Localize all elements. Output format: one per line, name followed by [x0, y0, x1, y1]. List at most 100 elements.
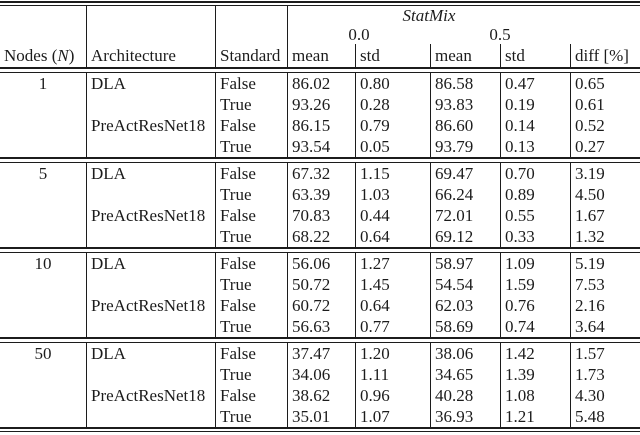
mean-0.0-cell: 56.06 — [287, 253, 355, 274]
nodes-cell — [0, 316, 86, 337]
std-0.5-cell: 1.08 — [500, 385, 570, 406]
diff-cell: 1.67 — [570, 205, 640, 226]
nodes-cell — [0, 274, 86, 295]
nodes-cell — [0, 136, 86, 157]
std-0.0-cell: 1.20 — [355, 343, 430, 364]
nodes-cell: 10 — [34, 253, 52, 273]
standard-cell: True — [215, 136, 287, 157]
std-0.5-cell: 1.09 — [500, 253, 570, 274]
mean-0.0-cell: 35.01 — [287, 406, 355, 427]
mean-0.0-cell: 67.32 — [287, 163, 355, 184]
architecture-cell — [86, 406, 215, 427]
std-0.0-cell: 0.80 — [355, 73, 430, 94]
std-0.0-column-header: std — [355, 44, 430, 67]
standard-cell: False — [215, 115, 287, 136]
std-0.0-cell: 0.96 — [355, 385, 430, 406]
nodes-cell — [0, 115, 86, 136]
standard-cell: True — [215, 226, 287, 247]
std-0.0-cell: 0.28 — [355, 94, 430, 115]
diff-cell: 1.57 — [570, 343, 640, 364]
architecture-cell — [86, 364, 215, 385]
diff-cell: 1.32 — [570, 226, 640, 247]
standard-cell: False — [215, 295, 287, 316]
mean-0.5-cell: 34.65 — [430, 364, 500, 385]
mean-0.0-cell: 56.63 — [287, 316, 355, 337]
std-0.0-cell: 0.64 — [355, 295, 430, 316]
nodes-column-header: Nodes (N) — [0, 44, 86, 67]
mean-0.0-cell: 50.72 — [287, 274, 355, 295]
std-0.0-cell: 0.05 — [355, 136, 430, 157]
std-0.5-cell: 1.39 — [500, 364, 570, 385]
mean-0.5-cell: 36.93 — [430, 406, 500, 427]
mean-0.5-column-header: mean — [430, 44, 500, 67]
standard-cell: True — [215, 184, 287, 205]
diff-cell: 0.27 — [570, 136, 640, 157]
nodes-cell — [0, 364, 86, 385]
nodes-cell: 50 — [34, 343, 52, 363]
group-rule — [0, 157, 640, 163]
header-spacer — [215, 25, 287, 44]
mean-0.5-cell: 58.97 — [430, 253, 500, 274]
architecture-cell: PreActResNet18 — [86, 115, 215, 136]
std-0.5-cell: 1.42 — [500, 343, 570, 364]
std-0.5-cell: 1.59 — [500, 274, 570, 295]
diff-cell: 1.73 — [570, 364, 640, 385]
diff-cell: 0.61 — [570, 94, 640, 115]
header-spacer — [570, 25, 640, 44]
std-0.0-cell: 1.03 — [355, 184, 430, 205]
diff-cell: 7.53 — [570, 274, 640, 295]
bottom-rule — [0, 427, 640, 432]
diff-cell: 4.30 — [570, 385, 640, 406]
nodes-cell — [0, 385, 86, 406]
group-rule — [0, 247, 640, 253]
mean-0.0-cell: 93.26 — [287, 94, 355, 115]
mean-0.5-cell: 40.28 — [430, 385, 500, 406]
mean-0.0-cell: 86.02 — [287, 73, 355, 94]
std-0.5-cell: 0.47 — [500, 73, 570, 94]
diff-cell: 0.65 — [570, 73, 640, 94]
diff-cell: 5.19 — [570, 253, 640, 274]
mean-0.5-cell: 66.24 — [430, 184, 500, 205]
std-0.0-cell: 1.11 — [355, 364, 430, 385]
header-spacer — [86, 6, 215, 25]
nodes-label-suffix: ) — [68, 45, 75, 65]
mean-0.0-cell: 93.54 — [287, 136, 355, 157]
standard-cell: True — [215, 94, 287, 115]
mean-0.0-cell: 68.22 — [287, 226, 355, 247]
std-0.5-column-header: std — [500, 44, 570, 67]
std-0.0-cell: 1.15 — [355, 163, 430, 184]
header-rule — [0, 67, 640, 73]
mean-0.5-cell: 93.83 — [430, 94, 500, 115]
std-0.5-cell: 0.89 — [500, 184, 570, 205]
mean-0.0-cell: 86.15 — [287, 115, 355, 136]
top-rule — [0, 1, 640, 6]
architecture-cell — [86, 316, 215, 337]
diff-cell: 2.16 — [570, 295, 640, 316]
statmix-level-1-header: 0.5 — [489, 25, 511, 44]
standard-cell: False — [215, 385, 287, 406]
standard-cell: False — [215, 205, 287, 226]
statmix-span-header: StatMix — [287, 6, 570, 25]
nodes-cell — [0, 184, 86, 205]
mean-0.5-cell: 86.58 — [430, 73, 500, 94]
nodes-cell — [0, 205, 86, 226]
standard-cell: True — [215, 316, 287, 337]
mean-0.5-cell: 69.12 — [430, 226, 500, 247]
diff-cell: 4.50 — [570, 184, 640, 205]
nodes-cell — [0, 226, 86, 247]
std-0.0-cell: 0.64 — [355, 226, 430, 247]
architecture-cell: DLA — [86, 253, 215, 274]
header-spacer — [0, 6, 86, 25]
mean-0.5-cell: 62.03 — [430, 295, 500, 316]
architecture-cell — [86, 136, 215, 157]
architecture-cell: PreActResNet18 — [86, 295, 215, 316]
std-0.5-cell: 0.33 — [500, 226, 570, 247]
architecture-cell: DLA — [86, 343, 215, 364]
header-spacer — [570, 6, 640, 25]
std-0.5-cell: 0.76 — [500, 295, 570, 316]
mean-0.5-cell: 58.69 — [430, 316, 500, 337]
header-spacer — [215, 6, 287, 25]
architecture-cell: PreActResNet18 — [86, 385, 215, 406]
